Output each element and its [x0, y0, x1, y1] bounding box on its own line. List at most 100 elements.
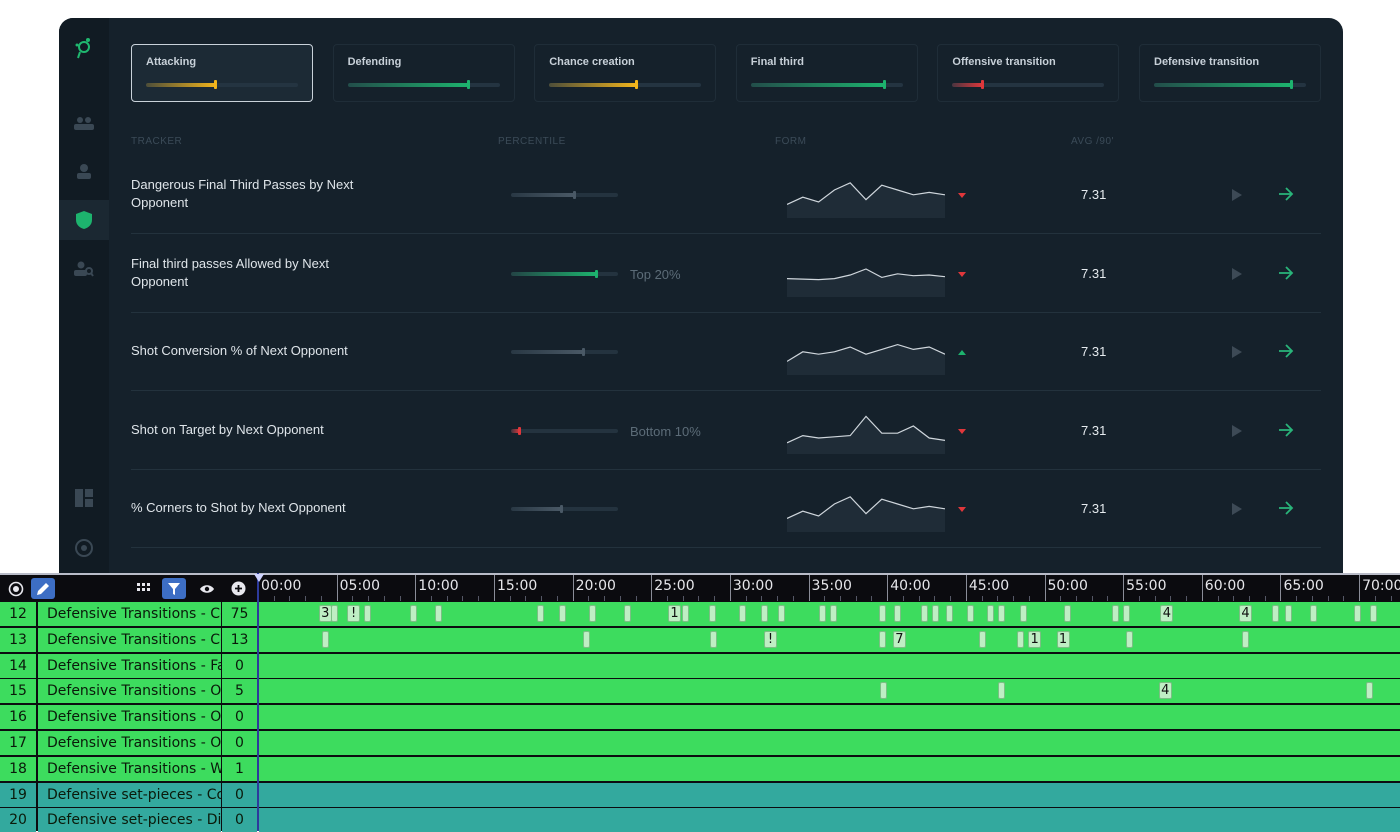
event-clip[interactable] [410, 605, 417, 622]
timeline-track[interactable]: 13 Defensive Transitions - Cou 13! 7 1 1 [0, 627, 1400, 652]
scout-icon[interactable] [59, 249, 109, 289]
track-lane[interactable] [259, 756, 1400, 781]
event-clip[interactable] [1242, 630, 1250, 648]
timeline-track[interactable]: 14 Defensive Transitions - Fall 0 [0, 653, 1400, 678]
track-lane[interactable]: 4 [259, 679, 1400, 704]
event-clip[interactable] [966, 605, 974, 622]
track-lane[interactable] [259, 782, 1400, 807]
category-card[interactable]: Defending [332, 44, 515, 102]
event-clip[interactable] [1366, 682, 1374, 700]
play-icon[interactable] [1231, 188, 1243, 202]
event-clip[interactable] [921, 605, 929, 622]
track-lane[interactable] [259, 808, 1400, 832]
event-clip[interactable] [435, 605, 443, 622]
event-clip[interactable]: 1 [667, 605, 681, 622]
arrow-right-icon[interactable] [1277, 342, 1295, 360]
event-clip[interactable]: ! [347, 605, 361, 622]
event-clip[interactable]: 4 [1158, 682, 1172, 700]
event-clip[interactable] [829, 605, 837, 622]
team-icon[interactable] [59, 103, 109, 143]
event-clip[interactable] [894, 605, 902, 622]
event-clip[interactable] [987, 605, 995, 622]
event-clip[interactable]: 4 [1160, 605, 1174, 622]
play-icon[interactable] [1231, 267, 1243, 281]
event-clip[interactable]: 4 [1238, 605, 1252, 622]
event-clip[interactable] [559, 605, 567, 622]
timeline-track[interactable]: 17 Defensive Transitions - Opp 0 [0, 731, 1400, 755]
event-clip[interactable] [321, 630, 329, 648]
event-clip[interactable] [623, 605, 631, 622]
event-clip[interactable] [998, 605, 1006, 622]
event-clip[interactable] [878, 605, 886, 622]
event-clip[interactable] [583, 630, 591, 648]
event-clip[interactable]: ! [763, 630, 777, 648]
event-clip[interactable] [1111, 605, 1119, 622]
playhead[interactable] [257, 573, 259, 831]
event-clip[interactable] [932, 605, 940, 622]
event-clip[interactable] [1125, 630, 1133, 648]
plus-circle-icon[interactable] [226, 578, 250, 599]
event-clip[interactable] [589, 605, 597, 622]
timeline-track[interactable]: 18 Defensive Transitions - Win 1 [0, 756, 1400, 781]
event-clip[interactable]: 7 [892, 630, 906, 648]
event-clip[interactable] [710, 630, 718, 648]
grid-icon[interactable] [132, 578, 156, 599]
play-icon[interactable] [1231, 345, 1243, 359]
track-name[interactable]: Defensive Transitions - Fall [38, 653, 221, 678]
track-name[interactable]: Defensive Transitions - Opp [38, 731, 221, 755]
timeline-track[interactable]: 12 Defensive Transitions - Cou 75 3! 1 4 4 [0, 602, 1400, 626]
player-icon[interactable] [59, 151, 109, 191]
timeline-track[interactable]: 16 Defensive Transitions - Opp 0 [0, 705, 1400, 730]
settings-icon[interactable] [59, 528, 109, 568]
arrow-right-icon[interactable] [1277, 421, 1295, 439]
tracker-row[interactable]: Dangerous Final Third Passes by Next Opp… [131, 156, 1321, 234]
track-name[interactable]: Defensive Transitions - Cou [38, 602, 221, 626]
timeline-track[interactable]: 19 Defensive set-pieces - Cori 0 [0, 782, 1400, 807]
event-clip[interactable] [1064, 605, 1072, 622]
event-clip[interactable] [682, 605, 690, 622]
track-lane[interactable]: ! 7 1 1 [259, 627, 1400, 652]
track-lane[interactable] [259, 731, 1400, 755]
pen-icon[interactable] [31, 578, 55, 599]
timeline-track[interactable]: 20 Defensive set-pieces - Dire 0 [0, 808, 1400, 832]
eye-icon[interactable] [195, 578, 219, 599]
event-clip[interactable] [537, 605, 545, 622]
track-lane[interactable]: 3! 1 4 4 [259, 602, 1400, 626]
track-name[interactable]: Defensive Transitions - Opp [38, 705, 221, 730]
event-clip[interactable] [1122, 605, 1130, 622]
playhead-handle[interactable] [254, 574, 264, 582]
track-name[interactable]: Defensive Transitions - Win [38, 756, 221, 781]
track-name[interactable]: Defensive Transitions - Cou [38, 627, 221, 652]
event-clip[interactable] [364, 605, 372, 622]
event-clip[interactable]: 3 [318, 605, 332, 622]
time-ruler[interactable]: 00:00 05:00 10:00 15:00 20:00 25:00 30:00 35:00… [258, 575, 1400, 601]
filter-icon[interactable] [162, 578, 186, 599]
track-name[interactable]: Defensive set-pieces - Dire [38, 808, 221, 832]
event-clip[interactable] [1020, 605, 1028, 622]
event-clip[interactable] [1369, 605, 1377, 622]
tracker-row[interactable]: Shot Conversion % of Next Opponent 7.31 [131, 313, 1321, 391]
arrow-right-icon[interactable] [1277, 499, 1295, 517]
arrow-right-icon[interactable] [1277, 264, 1295, 282]
event-clip[interactable] [880, 682, 888, 700]
event-clip[interactable]: 1 [1028, 630, 1042, 648]
play-icon[interactable] [1231, 424, 1243, 438]
event-clip[interactable]: 1 [1056, 630, 1070, 648]
event-clip[interactable] [1272, 605, 1279, 622]
event-clip[interactable] [331, 605, 339, 622]
event-clip[interactable] [979, 630, 987, 648]
track-name[interactable]: Defensive Transitions - Opp [38, 679, 221, 704]
target-icon[interactable] [4, 578, 28, 599]
track-name[interactable]: Defensive set-pieces - Cori [38, 782, 221, 807]
category-card[interactable]: Offensive transition [937, 44, 1120, 102]
event-clip[interactable] [946, 605, 954, 622]
timeline-track[interactable]: 15 Defensive Transitions - Opp 5 4 [0, 679, 1400, 704]
event-clip[interactable] [818, 605, 826, 622]
event-clip[interactable] [1309, 605, 1317, 622]
layout-icon[interactable] [59, 478, 109, 518]
tracker-row[interactable]: % Corners to Shot by Next Opponent 7.31 [131, 470, 1321, 548]
logo-icon[interactable] [59, 28, 109, 68]
event-clip[interactable] [998, 682, 1006, 700]
event-clip[interactable] [760, 605, 768, 622]
event-clip[interactable] [1284, 605, 1292, 622]
